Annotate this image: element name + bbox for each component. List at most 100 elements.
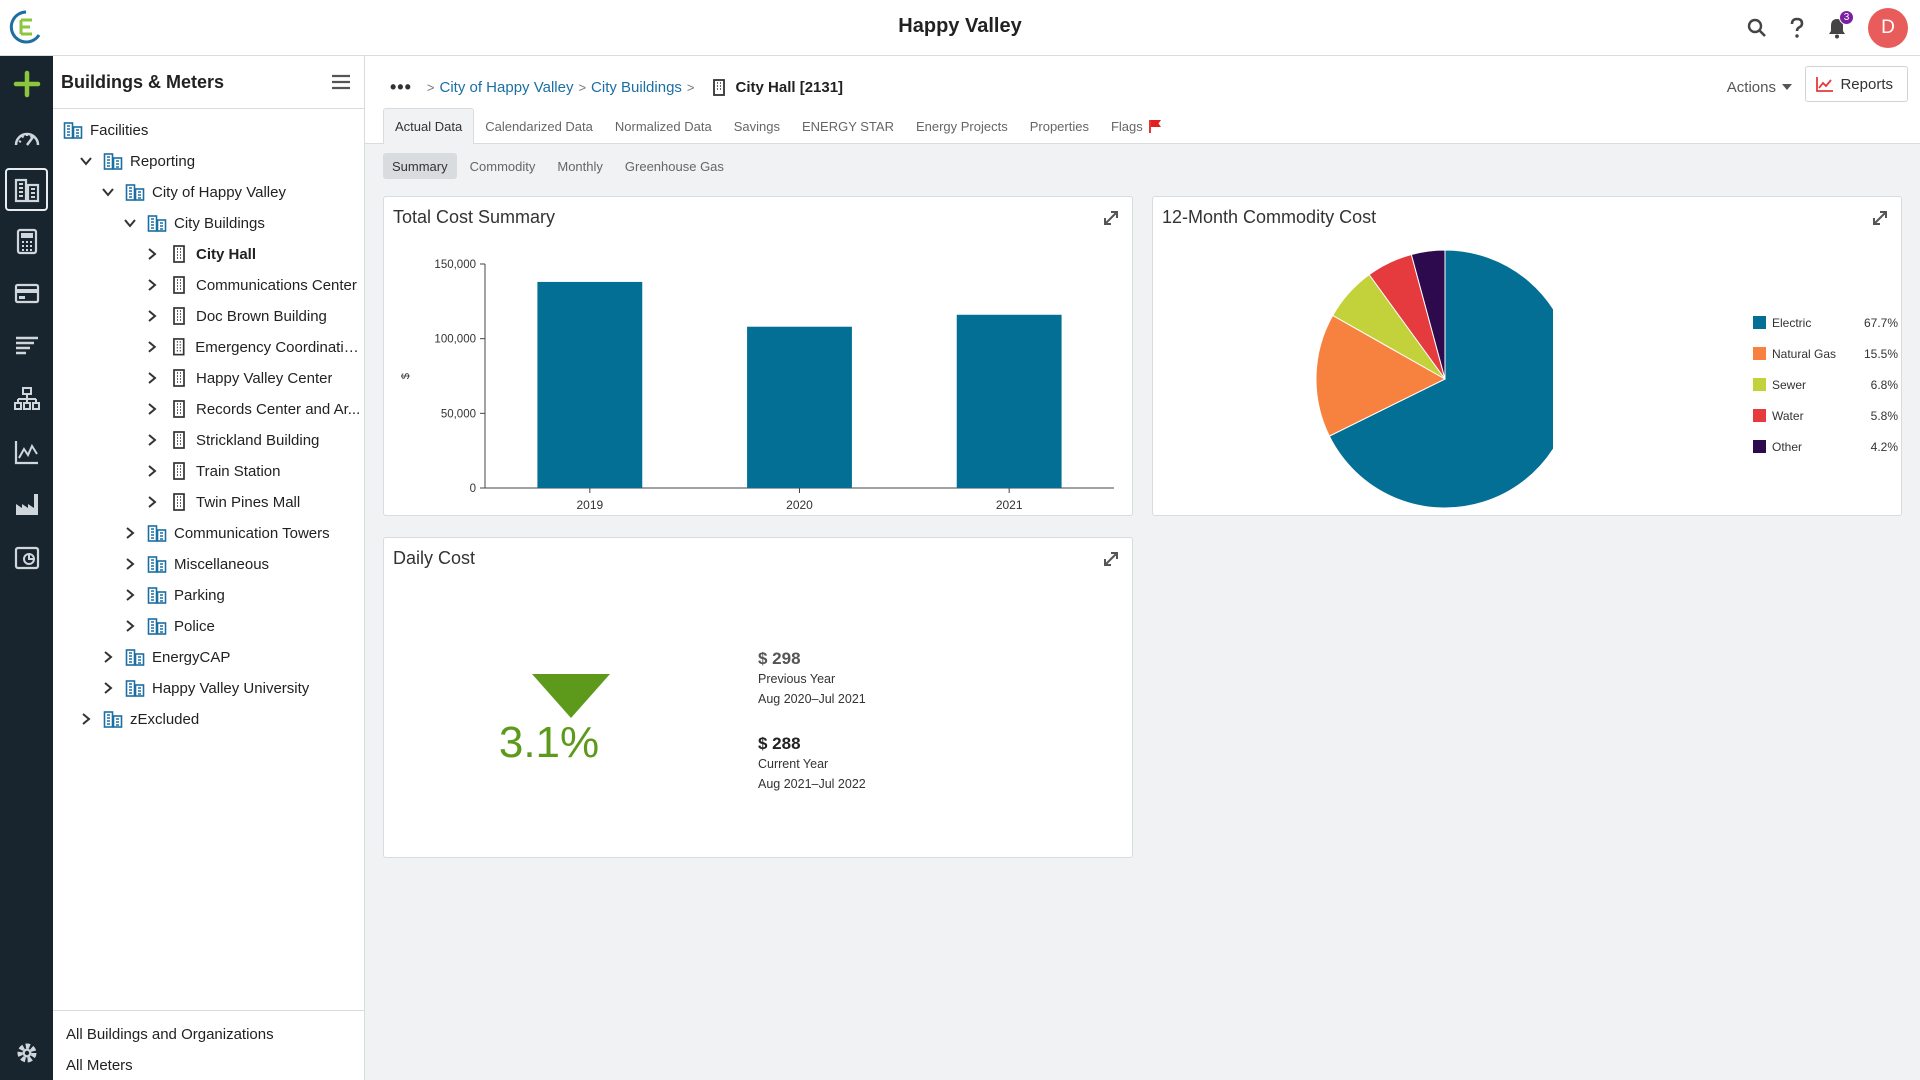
bar-2021[interactable]	[956, 314, 1062, 488]
expand-icon[interactable]	[1102, 550, 1120, 568]
expand-icon[interactable]	[1102, 209, 1120, 227]
tree-node[interactable]: Facilities	[63, 116, 148, 144]
search-icon[interactable]	[1744, 15, 1770, 41]
all-buildings-link[interactable]: All Buildings and Organizations	[66, 1026, 274, 1043]
chevron-down-icon[interactable]	[79, 154, 93, 168]
legend-label: Other	[1772, 439, 1803, 454]
tree-node[interactable]: zExcluded	[79, 705, 199, 733]
breadcrumb-more-icon[interactable]: •••	[390, 76, 412, 97]
tree-node[interactable]: Train Station	[145, 457, 281, 485]
tree-node[interactable]: Reporting	[79, 147, 195, 175]
tab-normalized-data[interactable]: Normalized Data	[604, 108, 723, 144]
dashboard-icon[interactable]	[5, 116, 48, 159]
chevron-right-icon[interactable]	[145, 433, 159, 447]
bills-icon[interactable]	[5, 219, 48, 262]
chevron-down-icon[interactable]	[123, 216, 137, 230]
tree-node[interactable]: Emergency Coordinatio...	[145, 333, 361, 361]
tree-node[interactable]: Doc Brown Building	[145, 302, 327, 330]
subtab-commodity[interactable]: Commodity	[469, 158, 536, 174]
tree-node[interactable]: Happy Valley Center	[145, 364, 332, 392]
tree-node[interactable]: Police	[123, 612, 215, 640]
tree-node[interactable]: Parking	[123, 581, 225, 609]
tab-energy-projects[interactable]: Energy Projects	[905, 108, 1019, 144]
tab-label: Energy Projects	[915, 118, 1008, 134]
chevron-right-icon[interactable]	[145, 495, 159, 509]
legend-item-other[interactable]: Other 4.2%	[1753, 431, 1898, 462]
breadcrumb-city-buildings[interactable]: City Buildings	[591, 78, 682, 96]
down-triangle-icon	[532, 674, 610, 718]
chevron-right-icon[interactable]	[145, 247, 159, 261]
tab-calendarized-data[interactable]: Calendarized Data	[474, 108, 604, 144]
bar-2019[interactable]	[537, 281, 643, 488]
hierarchy-icon[interactable]	[5, 377, 48, 420]
expand-icon[interactable]	[1871, 209, 1889, 227]
tree-node[interactable]: Twin Pines Mall	[145, 488, 300, 516]
tab-energy-star[interactable]: ENERGY STAR	[791, 108, 905, 144]
tree-node[interactable]: EnergyCAP	[101, 643, 230, 671]
chevron-right-icon[interactable]	[145, 340, 159, 354]
daily-cost-card: Daily Cost 3.1% $ 298 Previous Year Aug …	[383, 537, 1133, 858]
map-icon[interactable]	[5, 536, 48, 579]
subtab-greenhouse-gas[interactable]: Greenhouse Gas	[624, 158, 724, 174]
chevron-right-icon[interactable]	[123, 619, 137, 633]
charts-icon[interactable]	[5, 430, 48, 473]
tab-flags[interactable]: Flags	[1100, 108, 1173, 144]
chevron-down-icon[interactable]	[101, 185, 115, 199]
bar-2020[interactable]	[747, 326, 852, 488]
pie-slice-natural-gas[interactable]	[1315, 314, 1447, 437]
legend-item-sewer[interactable]: Sewer 6.8%	[1753, 369, 1898, 400]
help-icon[interactable]	[1784, 15, 1810, 41]
add-icon[interactable]	[5, 62, 48, 105]
tree-node[interactable]: Strickland Building	[145, 426, 319, 454]
chevron-right-icon[interactable]	[123, 557, 137, 571]
subtab-summary[interactable]: Summary	[383, 153, 457, 179]
chevron-right-icon[interactable]	[123, 588, 137, 602]
breadcrumb-city-of-happy-valley[interactable]: City of Happy Valley	[439, 78, 574, 96]
all-meters-link[interactable]: All Meters	[66, 1057, 133, 1074]
tab-actual-data[interactable]: Actual Data	[383, 108, 475, 144]
buildings-meters-panel: Buildings & Meters Facilities Reporting Ci…	[53, 56, 365, 1080]
chevron-right-icon[interactable]	[145, 278, 159, 292]
legend-item-natural-gas[interactable]: Natural Gas 15.5%	[1753, 338, 1898, 369]
chevron-right-icon[interactable]	[101, 681, 115, 695]
tree-node[interactable]: City Hall	[145, 240, 256, 268]
commodity-cost-card: 12-Month Commodity Cost Electric 67.7% Nat…	[1152, 196, 1902, 516]
chevron-right-icon[interactable]	[145, 371, 159, 385]
legend-swatch	[1753, 378, 1766, 391]
chevron-right-icon[interactable]	[145, 464, 159, 478]
total-cost-bar-chart: 0 50,000 100,000 150,000 $2019 2020 2021	[400, 259, 1114, 512]
bell-icon[interactable]: 3	[1824, 10, 1854, 41]
tree-node[interactable]: City of Happy Valley	[101, 178, 286, 206]
energycap-logo-icon[interactable]	[8, 9, 44, 45]
chevron-right-icon[interactable]	[145, 309, 159, 323]
chevron-right-icon[interactable]	[123, 526, 137, 540]
industry-icon[interactable]	[5, 482, 48, 525]
accounts-icon[interactable]	[5, 271, 48, 314]
tree-node[interactable]: Miscellaneous	[123, 550, 269, 578]
chevron-right-icon[interactable]	[101, 650, 115, 664]
building-icon	[169, 368, 189, 388]
legend-item-electric[interactable]: Electric 67.7%	[1753, 307, 1898, 338]
breadcrumb-chevron-icon: >	[426, 79, 435, 95]
tree-node[interactable]: Communications Center	[145, 271, 357, 299]
chevron-right-icon[interactable]	[145, 402, 159, 416]
tree-node[interactable]: City Buildings	[123, 209, 265, 237]
tab-properties[interactable]: Properties	[1019, 108, 1100, 144]
actions-dropdown[interactable]: Actions	[1727, 74, 1792, 100]
hamburger-menu-icon[interactable]	[330, 72, 352, 92]
pie-slice-other[interactable]	[1410, 249, 1446, 380]
settings-icon[interactable]	[5, 1031, 48, 1074]
pie-slice-electric[interactable]	[1328, 249, 1553, 509]
reports-button[interactable]: Reports	[1805, 66, 1908, 102]
reports-list-icon[interactable]	[5, 324, 48, 367]
tree-node[interactable]: Communication Towers	[123, 519, 330, 547]
avatar[interactable]: D	[1868, 8, 1908, 48]
current-year-block: $ 288 Current Year Aug 2021–Jul 2022	[758, 734, 866, 791]
chevron-right-icon[interactable]	[79, 712, 93, 726]
buildings-icon[interactable]	[5, 168, 48, 211]
tree-node[interactable]: Happy Valley University	[101, 674, 309, 702]
subtab-monthly[interactable]: Monthly	[557, 158, 603, 174]
legend-item-water[interactable]: Water 5.8%	[1753, 400, 1898, 431]
tree-node[interactable]: Records Center and Ar...	[145, 395, 360, 423]
tab-savings[interactable]: Savings	[723, 108, 791, 144]
